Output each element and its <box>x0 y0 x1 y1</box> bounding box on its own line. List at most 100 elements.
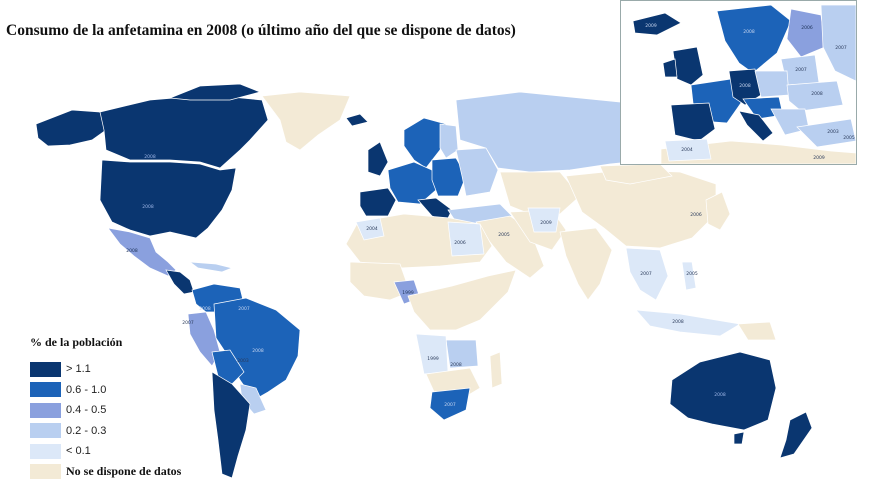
legend-label: 0.2 - 0.3 <box>66 424 107 437</box>
year-label-indonesia: 2008 <box>672 319 684 325</box>
legend-swatch <box>30 402 61 418</box>
legend-swatch <box>30 443 61 459</box>
legend-title: % de la población <box>30 335 123 349</box>
europe-inset-map: 2009 2008 2007 2006 2007 2008 2003 2004 … <box>620 0 857 165</box>
western-europe <box>387 161 437 205</box>
inset-poland <box>754 70 790 98</box>
central-america <box>165 269 195 295</box>
legend-swatch <box>30 382 61 398</box>
greenland <box>261 91 351 151</box>
legend-label: 0.4 - 0.5 <box>66 404 107 417</box>
tasmania <box>733 431 745 445</box>
inset-ukraine <box>786 80 844 112</box>
legend-label: > 1.1 <box>66 363 91 376</box>
madagascar <box>489 351 503 389</box>
finland <box>439 123 459 159</box>
inset-label-turkey: 2003 <box>827 129 839 135</box>
uk-ireland <box>367 141 389 177</box>
year-label-canada: 2008 <box>144 154 156 160</box>
year-label-egypt: 2005 <box>498 232 510 238</box>
year-label-angola: 1999 <box>427 356 439 362</box>
papua <box>737 321 777 341</box>
inset-label-baltic: 2007 <box>795 67 807 73</box>
year-label-usa: 2008 <box>142 204 154 210</box>
southern-africa-west <box>415 333 449 375</box>
inset-norway-sweden <box>716 4 792 74</box>
legend-label: < 0.1 <box>66 445 91 458</box>
inset-italy <box>738 110 774 142</box>
usa <box>99 159 237 239</box>
year-label-mexico: 2008 <box>126 248 138 254</box>
legend-item: 0.2 - 0.3 <box>30 421 181 442</box>
alaska <box>35 109 107 147</box>
year-label-colombia: 2007 <box>238 306 250 312</box>
inset-ireland <box>662 58 678 78</box>
inset-russia-west <box>820 4 856 82</box>
legend-item: < 0.1 <box>30 441 181 462</box>
year-label-zambia: 2008 <box>450 362 462 368</box>
morocco <box>355 217 385 241</box>
italy-balkans <box>417 197 453 223</box>
inset-label-morocco: 2004 <box>681 147 693 153</box>
australia <box>669 351 777 431</box>
chile-argentina <box>211 371 251 479</box>
inset-label-sweden: 2008 <box>743 29 755 35</box>
caribbean <box>188 261 234 273</box>
central-europe <box>431 157 467 197</box>
europe-inset-svg: 2009 2008 2007 2006 2007 2008 2003 2004 … <box>632 4 856 164</box>
iberia <box>359 187 397 217</box>
inset-label-finland: 2006 <box>801 25 813 31</box>
year-label-nigeria: 1999 <box>402 290 414 296</box>
year-label-brazil: 2008 <box>252 348 264 354</box>
year-label-libya: 2006 <box>454 240 466 246</box>
bolivia <box>211 349 245 385</box>
legend-item: 0.6 - 1.0 <box>30 380 181 401</box>
inset-morocco <box>664 138 712 162</box>
west-africa <box>349 261 411 301</box>
legend-swatch <box>30 464 61 480</box>
legend-label: No se dispone de datos <box>66 464 182 479</box>
east-africa <box>445 339 479 369</box>
year-label-south-africa: 2007 <box>444 402 456 408</box>
inset-iceland <box>632 12 682 36</box>
southeast-asia <box>625 247 669 301</box>
legend-item: 0.4 - 0.5 <box>30 400 181 421</box>
legend-item: No se dispone de datos <box>30 462 181 483</box>
korea-japan <box>705 191 731 231</box>
canada <box>99 94 269 169</box>
egypt <box>447 221 485 257</box>
inset-label-east: 2005 <box>843 135 855 141</box>
canada-islands <box>169 83 262 101</box>
inset-label-southeast: 2009 <box>813 155 825 161</box>
year-label-australia: 2008 <box>714 392 726 398</box>
inset-uk <box>672 46 704 86</box>
south-africa <box>429 387 471 421</box>
inset-label-ukraine: 2008 <box>811 91 823 97</box>
inset-label-germany: 2008 <box>739 83 751 89</box>
year-label-philippines: 2005 <box>686 271 698 277</box>
year-label-peru: 2007 <box>182 320 194 326</box>
year-label-pakistan: 2009 <box>540 220 552 226</box>
year-label-venezuela: 2008 <box>199 306 211 312</box>
year-label-japan: 2006 <box>690 212 702 218</box>
year-label-morocco: 2004 <box>366 226 378 232</box>
mexico <box>107 227 177 277</box>
philippines <box>681 261 697 291</box>
legend-swatch <box>30 361 61 377</box>
india <box>559 227 613 301</box>
pakistan-label-area <box>527 207 561 233</box>
inset-iberia <box>670 102 716 142</box>
legend-label: 0.6 - 1.0 <box>66 383 107 396</box>
central-africa <box>407 269 517 331</box>
indonesia <box>635 309 741 337</box>
inset-label-russia: 2007 <box>835 45 847 51</box>
inset-label-iceland: 2009 <box>645 23 657 29</box>
inset-turkey <box>796 118 856 148</box>
kazakhstan-central-asia <box>499 171 581 215</box>
map-legend: % de la población > 1.1 0.6 - 1.0 0.4 - … <box>30 335 181 482</box>
legend-swatch <box>30 423 61 439</box>
iceland <box>345 113 369 127</box>
year-label-paraguay: 2003 <box>237 358 249 364</box>
year-label-thailand: 2007 <box>640 271 652 277</box>
new-zealand <box>779 411 813 459</box>
